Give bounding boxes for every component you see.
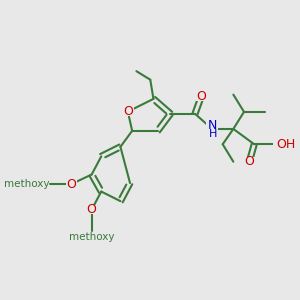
Bar	[244, 157, 255, 166]
Text: H: H	[209, 129, 217, 139]
Text: methoxy: methoxy	[4, 179, 49, 189]
Text: N: N	[207, 118, 217, 132]
Text: O: O	[87, 203, 97, 216]
Bar	[86, 205, 98, 214]
Bar	[196, 91, 207, 101]
Bar	[66, 179, 77, 189]
Text: O: O	[123, 105, 133, 118]
Text: O: O	[67, 178, 76, 190]
Text: O: O	[196, 90, 206, 103]
Bar	[206, 122, 218, 136]
Bar	[273, 140, 288, 149]
Text: OH: OH	[277, 138, 296, 151]
Bar	[122, 107, 134, 116]
Text: O: O	[244, 155, 254, 168]
Text: methoxy: methoxy	[69, 232, 114, 242]
